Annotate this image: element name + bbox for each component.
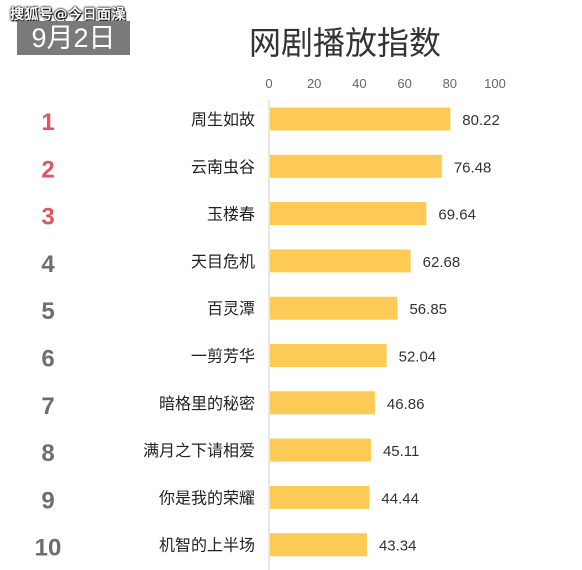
rank-number: 4 <box>41 251 55 278</box>
category-label: 你是我的荣耀 <box>159 488 255 507</box>
bar <box>270 249 411 273</box>
x-tick-label: 60 <box>397 76 411 91</box>
chart-title: 网剧播放指数 <box>248 24 441 62</box>
bar <box>270 107 451 131</box>
category-label: 暗格里的秘密 <box>159 394 255 413</box>
bar <box>270 485 370 509</box>
value-label: 62.68 <box>423 254 461 271</box>
value-label: 56.85 <box>409 301 447 318</box>
x-tick-label: 80 <box>443 76 457 91</box>
rank-number: 9 <box>41 487 54 514</box>
bar <box>270 391 375 415</box>
value-label: 43.34 <box>379 538 417 555</box>
value-label: 76.48 <box>454 159 492 176</box>
x-tick-label: 0 <box>265 76 272 91</box>
bar <box>270 533 367 557</box>
bar <box>270 296 398 320</box>
bar <box>270 154 442 178</box>
x-tick-label: 100 <box>484 76 506 91</box>
x-tick-label: 40 <box>352 76 366 91</box>
rank-number: 5 <box>41 298 54 325</box>
category-label: 满月之下请相爱 <box>143 441 255 460</box>
value-label: 46.86 <box>387 396 425 413</box>
bar <box>270 344 387 367</box>
value-label: 69.64 <box>438 207 476 224</box>
category-label: 玉楼春 <box>207 205 255 224</box>
rank-number: 10 <box>35 535 62 562</box>
value-label: 44.44 <box>381 490 419 507</box>
x-tick-label: 20 <box>307 76 321 91</box>
category-label: 机智的上半场 <box>159 536 255 555</box>
bar <box>270 438 371 462</box>
category-label: 天目危机 <box>191 252 255 271</box>
value-label: 45.11 <box>383 443 419 460</box>
value-label: 80.22 <box>462 112 500 129</box>
rank-number: 2 <box>41 156 54 183</box>
category-label: 一剪芳华 <box>191 347 255 366</box>
rank-number: 3 <box>41 204 54 231</box>
date-badge: 9月2日 <box>17 21 130 55</box>
value-label: 52.04 <box>399 349 437 366</box>
category-label: 云南虫谷 <box>191 157 255 176</box>
watermark-text: 搜狐号@今日面澡 <box>10 7 126 23</box>
category-label: 百灵潭 <box>207 299 255 318</box>
rank-number: 7 <box>41 393 54 420</box>
rank-number: 1 <box>41 109 54 136</box>
category-label: 周生如故 <box>191 110 255 129</box>
bar <box>270 202 427 226</box>
rank-number: 8 <box>41 440 54 467</box>
rank-number: 6 <box>41 346 54 373</box>
